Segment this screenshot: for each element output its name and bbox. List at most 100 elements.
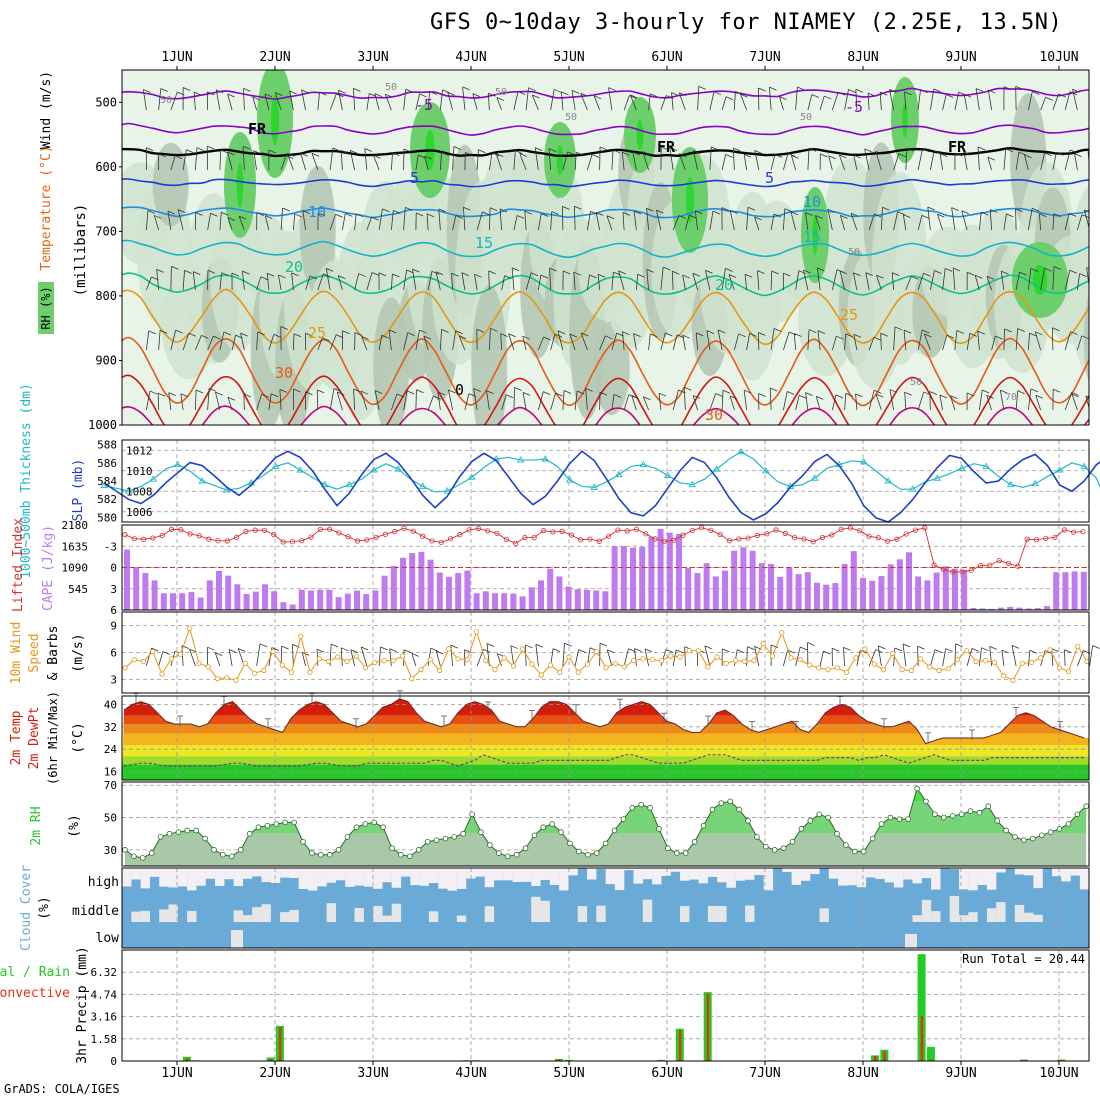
wind-barb-flag bbox=[823, 650, 831, 655]
wind-barb-flag bbox=[458, 335, 467, 340]
wind-barb bbox=[360, 391, 368, 411]
wind-barb bbox=[606, 215, 613, 231]
wind-barb-flag bbox=[419, 93, 427, 98]
wind-barb-flag bbox=[554, 89, 562, 93]
y-tick-pressure: 1000 bbox=[88, 418, 117, 432]
wind-barb bbox=[880, 207, 883, 231]
rh2m-marker bbox=[896, 816, 903, 822]
wind-barb-flag bbox=[405, 207, 413, 211]
wind-barb-flag bbox=[465, 151, 473, 156]
wind10m-marker bbox=[307, 669, 313, 675]
wind-barb bbox=[525, 272, 532, 291]
cloud-high-clear bbox=[149, 868, 160, 877]
wind-barb-flag bbox=[256, 212, 264, 216]
wind-barb bbox=[256, 394, 263, 411]
wind-barb bbox=[252, 96, 258, 111]
wind-barb-flag bbox=[977, 146, 986, 151]
wind-barb-flag bbox=[221, 211, 229, 216]
cape-bar bbox=[924, 580, 931, 610]
cloud-middle-partial bbox=[168, 904, 178, 922]
rh2m-marker bbox=[264, 822, 271, 829]
wind-barb-flag bbox=[855, 393, 863, 398]
cloud-high-clear bbox=[893, 868, 904, 888]
wind-barb-flag bbox=[982, 389, 990, 394]
cloud-high-clear bbox=[456, 868, 467, 889]
wind-barb bbox=[1086, 267, 1089, 289]
wind-barb bbox=[361, 336, 368, 351]
wind-barb-flag bbox=[784, 208, 792, 213]
wind-barb-flag bbox=[650, 93, 658, 98]
wind-barb-flag bbox=[435, 271, 444, 276]
wind-barb bbox=[452, 215, 457, 231]
cloud-high-clear bbox=[791, 868, 801, 885]
isotherm-FR bbox=[122, 146, 1089, 158]
wind-barb-flag bbox=[147, 210, 156, 214]
wind-barb-flag bbox=[574, 205, 582, 210]
wind-barb-flag bbox=[977, 330, 985, 335]
cloud-high-clear bbox=[335, 868, 346, 881]
cape-bar bbox=[602, 591, 609, 610]
wind10m-marker bbox=[261, 667, 267, 674]
wind-barb-flag bbox=[227, 93, 235, 98]
wind-barb bbox=[458, 335, 466, 351]
wind-barb bbox=[721, 96, 727, 111]
wind-barb-flag bbox=[605, 335, 613, 340]
wind-barb-flag bbox=[933, 88, 941, 93]
cloud-high-clear bbox=[931, 868, 941, 890]
wind-barb bbox=[705, 270, 711, 291]
wind-barb bbox=[672, 334, 678, 351]
wind-barb bbox=[977, 146, 980, 171]
cape-bar bbox=[170, 593, 176, 610]
wind-barb-flag bbox=[747, 206, 756, 211]
wind-barb-flag bbox=[302, 210, 310, 215]
cloud-middle-partial bbox=[986, 908, 997, 922]
wind-barb bbox=[902, 214, 907, 231]
wind-barb-flag bbox=[889, 88, 897, 93]
wind10m-marker bbox=[288, 669, 295, 675]
wind10m-marker bbox=[270, 648, 276, 655]
temp-band bbox=[122, 715, 1089, 724]
cape-bar bbox=[464, 570, 471, 610]
rh2m-marker bbox=[629, 805, 636, 811]
wind-barb-flag bbox=[952, 267, 961, 272]
wind-barb-flag bbox=[207, 91, 215, 96]
wind-barb-flag bbox=[510, 645, 518, 649]
cape-bar bbox=[823, 584, 830, 610]
wind-barb-flag bbox=[175, 329, 183, 334]
wind-barb bbox=[390, 210, 394, 231]
wind-barb-flag bbox=[515, 150, 523, 154]
wind10m-marker bbox=[510, 663, 517, 669]
isotherm-label: 50 bbox=[565, 112, 577, 123]
wind-barb-flag bbox=[721, 207, 730, 211]
isotherm-label: 50 bbox=[800, 112, 812, 123]
wind-barb bbox=[415, 93, 420, 111]
rh2m-marker bbox=[148, 850, 155, 856]
wind-barb-flag bbox=[231, 272, 240, 277]
cape-bar bbox=[473, 593, 480, 610]
wind-barb-flag bbox=[488, 92, 496, 97]
li-marker bbox=[903, 531, 909, 537]
wind-barb bbox=[170, 330, 177, 351]
wind10m-marker bbox=[816, 665, 822, 671]
y-tick-temp: 16 bbox=[104, 766, 117, 779]
rh2m-marker bbox=[1012, 834, 1018, 840]
wind-barb-flag bbox=[787, 391, 795, 395]
wind-barb bbox=[929, 270, 935, 291]
cloud-high-clear bbox=[670, 868, 681, 872]
wind-barb bbox=[301, 89, 307, 111]
wind-barb bbox=[660, 267, 664, 291]
cape-bar bbox=[225, 575, 232, 610]
wind10m-marker bbox=[316, 656, 322, 662]
wind-barb-flag bbox=[606, 215, 615, 220]
thickness-marker bbox=[394, 465, 403, 472]
wind-barb-flag bbox=[1032, 91, 1040, 95]
wind-barb-flag bbox=[373, 154, 381, 159]
wind-barb-flag bbox=[679, 153, 687, 158]
y-tick-thickness: 588 bbox=[97, 439, 117, 452]
y-tick-precip: 0 bbox=[110, 1055, 117, 1068]
wind-barb bbox=[815, 215, 821, 231]
wind-barb-flag bbox=[278, 274, 286, 279]
wind-barb-flag bbox=[954, 152, 963, 157]
wind-barb-flag bbox=[472, 93, 480, 97]
